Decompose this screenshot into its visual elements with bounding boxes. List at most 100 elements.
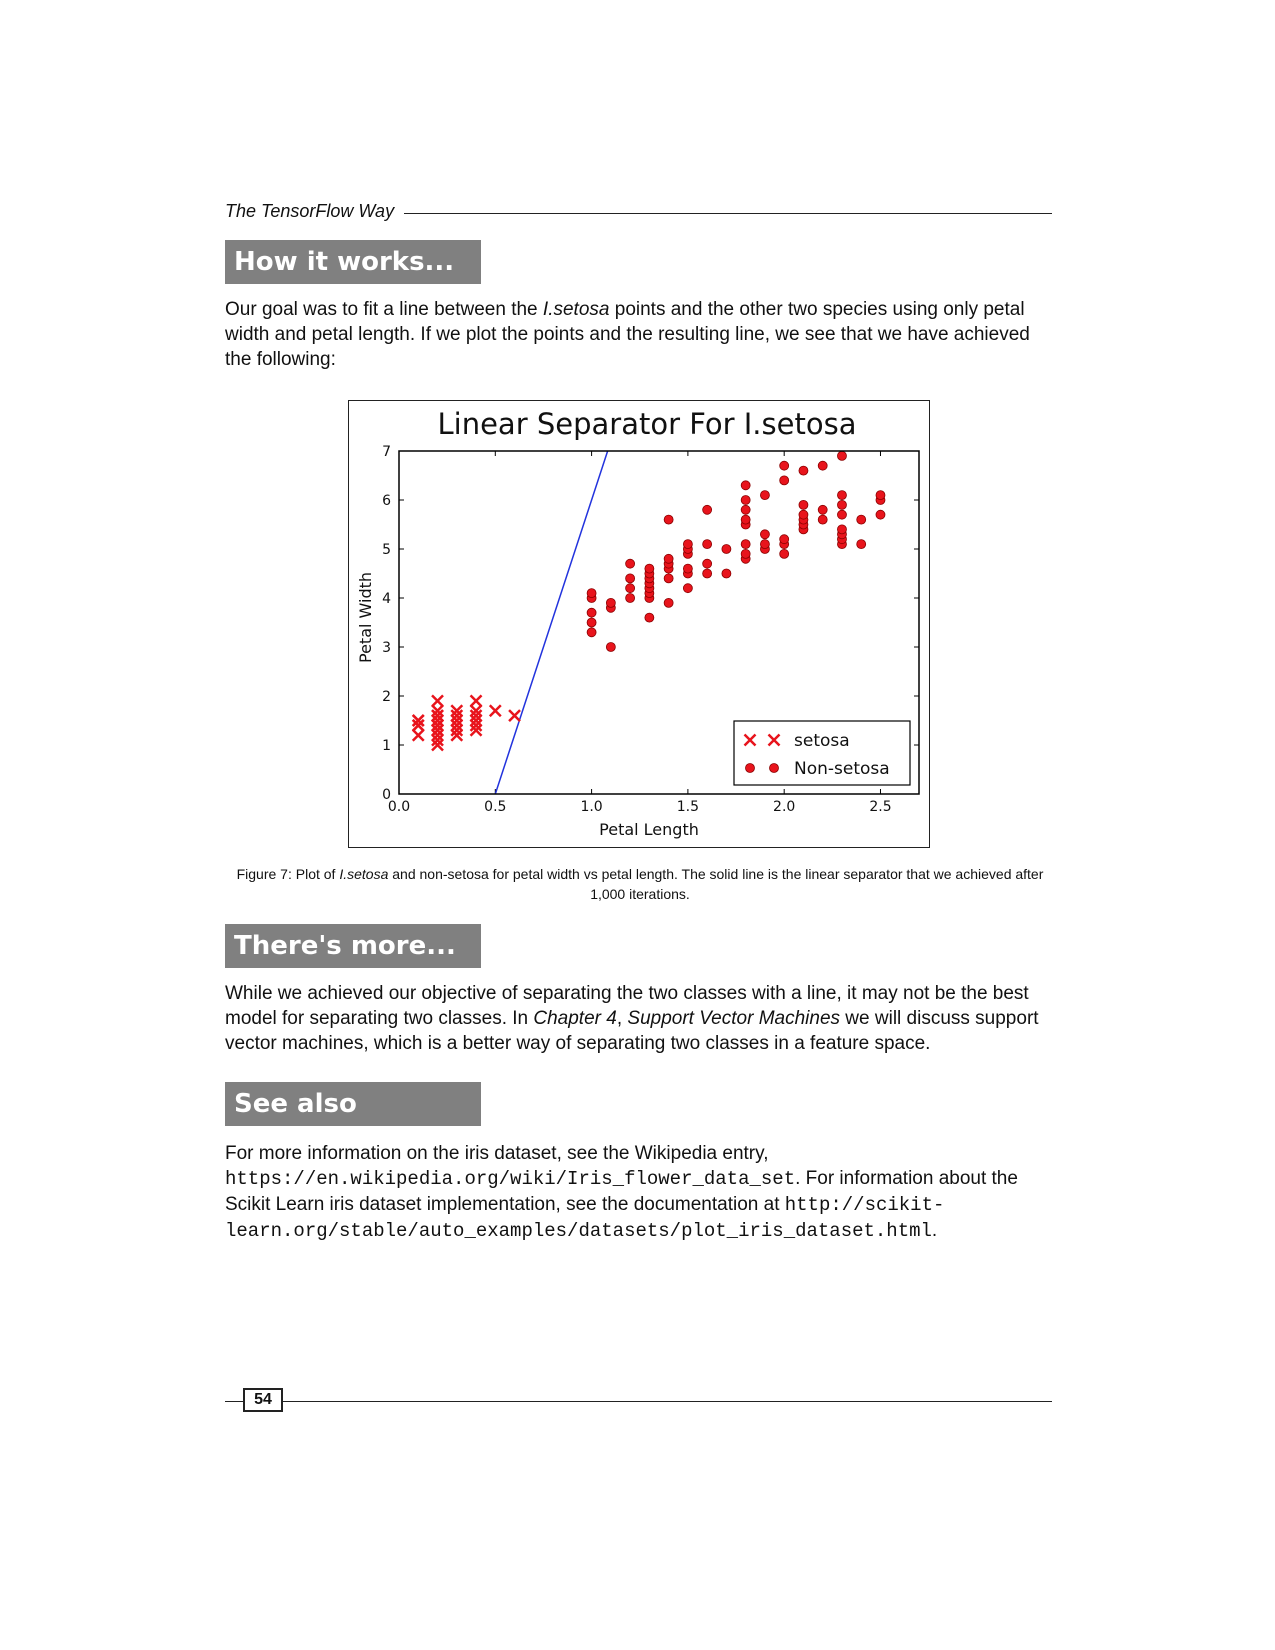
setosa-point [450,728,464,742]
running-head: The TensorFlow Way [225,198,1052,224]
non-setosa-point [817,460,828,471]
running-head-rule [404,212,1052,214]
footer-rule [225,1401,1052,1402]
y-axis-label: Petal Width [356,572,375,663]
text: points and the other two species using o… [225,299,1030,370]
section-heading-theres-more: There's more... [225,924,481,968]
non-setosa-point [740,514,751,525]
non-setosa-point [625,558,636,569]
figure-7: Linear Separator For I.setosa 0.0 0.5 1.0 1.… [348,400,930,848]
running-head-title: The TensorFlow Way [225,200,395,221]
setosa-point [450,709,464,722]
chart-legend: setosa Non-setosa [733,720,911,786]
text: Figure 7: Plot of [236,866,340,882]
non-setosa-point [760,490,770,500]
text: Our goal was to fit a line between the [225,299,543,320]
non-setosa-point [837,451,847,461]
non-setosa-point [740,480,751,491]
setosa-point [450,714,464,727]
non-setosa-point [779,460,790,471]
non-setosa-point [837,500,847,510]
setosa-point [431,704,444,718]
non-setosa-point [779,475,790,486]
legend-box [733,720,911,786]
non-setosa-point [663,514,674,525]
emphasis-text: Support Vector Machines [627,1008,841,1029]
non-setosa-point [586,588,597,599]
non-setosa-point [740,495,751,505]
non-setosa-point [817,504,828,515]
non-setosa-point [875,490,886,500]
text: While we achieved our objective of separ… [225,983,1029,1029]
legend-marker-non-setosa [745,763,755,773]
non-setosa-point [856,514,867,525]
plot-marks [411,451,886,794]
text: For more information on the iris dataset… [225,1143,769,1164]
non-setosa-point [702,558,713,569]
non-setosa-point [721,544,732,554]
x-tick-label: 2.5 [869,799,891,815]
non-setosa-point [702,568,713,579]
non-setosa-point [644,563,655,574]
emphasis-text: I.setosa [542,299,610,320]
text: . For information about the Scikit Learn… [225,1168,1018,1215]
non-setosa-point [644,612,655,623]
non-setosa-point [605,597,616,608]
non-setosa-point [817,514,828,525]
non-setosa-point [837,490,847,500]
non-setosa-point [837,524,847,535]
non-setosa-point [856,539,867,550]
page-footer: 54 [225,1388,1052,1414]
setosa-point [431,709,444,722]
x-axis-label: Petal Length [599,820,699,839]
text: . [931,1220,938,1241]
setosa-point [411,719,425,732]
non-setosa-point [779,534,790,545]
setosa-point [469,719,483,732]
setosa-point [431,733,444,747]
y-tick-label: 2 [382,689,391,705]
non-setosa-point [702,504,713,515]
legend-marker-non-setosa [769,763,779,773]
non-setosa-point [875,509,886,520]
setosa-point [469,723,483,737]
y-tick-label: 3 [382,640,391,656]
non-setosa-point [798,500,809,510]
legend-label: Non-setosa [794,759,890,779]
x-tick-label: 1.0 [580,799,602,815]
text: and non-setosa for petal width vs petal … [388,866,1044,902]
setosa-point [469,704,483,718]
separator-line [494,451,609,794]
setosa-point [431,694,444,708]
url-wikipedia-iris: https://en.wikipedia.org/wiki/Iris_flowe… [225,1168,796,1190]
non-setosa-point [663,597,674,608]
y-tick-label: 1 [382,738,391,754]
non-setosa-point [625,573,636,584]
y-tick-label: 4 [382,591,391,607]
non-setosa-point [682,563,693,574]
legend-marker-setosa [743,733,757,747]
plot-frame [398,450,920,795]
chart-title: Linear Separator For I.setosa [438,407,857,441]
section-heading-how-it-works: How it works... [225,240,481,284]
non-setosa-point [682,539,693,550]
emphasis-text: I.setosa [339,866,389,882]
y-tick-label: 5 [382,542,391,558]
setosa-point [431,728,444,742]
non-setosa-point [663,553,674,564]
setosa-point [431,719,444,732]
non-setosa-point [586,617,597,628]
non-setosa-point [663,573,674,584]
x-tick-label: 1.5 [677,799,699,815]
text: , [616,1008,628,1029]
non-setosa-point [702,539,713,550]
emphasis-text: Chapter 4 [533,1008,617,1029]
setosa-point [411,728,425,742]
section-heading-see-also: See also [225,1082,481,1126]
setosa-point [508,709,521,722]
x-tick-label: 0.0 [388,799,410,815]
y-tick-label: 0 [382,787,391,803]
setosa-point [450,723,464,737]
y-tick-label: 7 [382,444,391,460]
non-setosa-point [798,465,809,476]
